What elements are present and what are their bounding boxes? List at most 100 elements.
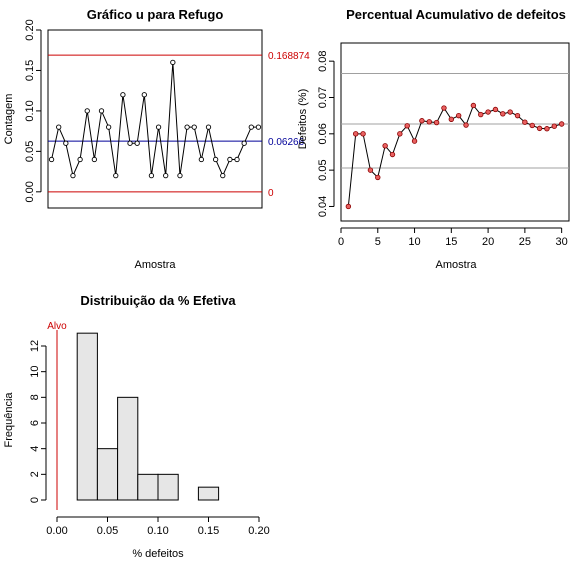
histogram-x-axis: 0.00 0.05 0.10 0.15 0.20	[46, 516, 270, 537]
cumulative-y-tick-label: 0.07	[317, 87, 329, 108]
u-chart-point	[120, 92, 126, 98]
u-chart-y-tick-label: 0.20	[24, 19, 36, 40]
cumulative-point	[448, 116, 455, 122]
cumulative-point	[419, 118, 425, 124]
u-chart-control-labels: 0.168874 0.06266 0	[268, 51, 310, 199]
u-chart-control-label: 0	[268, 188, 274, 199]
cumulative-x-tick-label: 15	[445, 236, 457, 248]
histogram-x-tick-label: 0.20	[248, 525, 269, 537]
u-chart-point	[163, 172, 169, 179]
u-chart-line	[51, 62, 259, 178]
cumulative-y-tick-label: 0.05	[317, 159, 329, 180]
histogram-y-tick-label: 2	[29, 471, 41, 477]
cumulative-chart-title: Percentual Acumulativo de defeitos	[346, 7, 566, 22]
histogram-bar	[96, 448, 119, 501]
cumulative-y-tick-label: 0.04	[317, 196, 329, 217]
cumulative-point	[529, 122, 535, 129]
cumulative-point	[367, 167, 374, 173]
u-chart-y-label: Contagem	[3, 94, 15, 145]
cumulative-point	[404, 123, 410, 129]
u-chart-point	[191, 124, 197, 130]
u-chart-point	[234, 156, 240, 163]
u-chart-point	[105, 124, 112, 130]
u-chart-point	[220, 172, 226, 179]
cumulative-chart-x-label: Amostra	[436, 259, 478, 271]
u-chart-point	[227, 156, 233, 163]
cumulative-point	[382, 143, 388, 149]
histogram-x-tick-label: 0.15	[198, 525, 219, 537]
histogram-y-tick-label: 0	[29, 497, 41, 503]
u-chart-series	[48, 59, 262, 179]
cumulative-point	[492, 106, 499, 113]
cumulative-chart: Percentual Acumulativo de defeitos 0 5 10 1…	[297, 7, 570, 271]
histogram-bar	[157, 473, 179, 501]
cumulative-point	[389, 151, 396, 158]
cumulative-point	[397, 131, 403, 137]
histogram-chart: Distribuição da % Efetiva Alvo 0.00 0.05 0…	[3, 293, 270, 560]
histogram-x-tick-label: 0.05	[97, 525, 118, 537]
cumulative-chart-x-axis: 0 5 10 15 20 25 30	[338, 227, 568, 248]
cumulative-chart-series	[345, 102, 565, 210]
u-chart-point	[141, 92, 147, 98]
cumulative-point	[478, 111, 484, 118]
histogram-target: Alvo	[47, 321, 67, 510]
cumulative-x-tick-label: 0	[338, 236, 344, 248]
u-chart-point	[63, 140, 69, 146]
histogram-y-tick-label: 10	[29, 366, 41, 378]
u-chart-point	[248, 124, 254, 130]
cumulative-x-tick-label: 30	[556, 236, 568, 248]
cumulative-x-tick-label: 5	[375, 236, 381, 248]
histogram-x-tick-label: 0.00	[46, 525, 67, 537]
cumulative-y-tick-label: 0.08	[317, 50, 329, 71]
cumulative-point	[514, 112, 521, 119]
u-chart-point	[84, 108, 90, 114]
cumulative-point	[353, 131, 359, 137]
cumulative-point	[375, 174, 381, 181]
cumulative-point	[411, 138, 418, 144]
cumulative-chart-y-label: Defeitos (%)	[297, 89, 309, 150]
histogram-bar	[137, 473, 159, 501]
u-chart-point	[155, 124, 162, 130]
u-chart-point	[198, 156, 205, 163]
cumulative-point	[360, 131, 366, 137]
u-chart-x-label: Amostra	[135, 259, 177, 271]
u-chart-point	[205, 124, 212, 130]
u-chart-point	[98, 108, 105, 114]
histogram-x-label: % defeitos	[132, 548, 184, 560]
histogram-x-tick-label: 0.10	[147, 525, 168, 537]
u-chart-point	[91, 156, 98, 163]
u-chart-point	[56, 124, 62, 130]
u-chart-point	[255, 124, 262, 130]
histogram-y-label: Frequência	[3, 392, 15, 448]
cumulative-x-tick-label: 25	[519, 236, 531, 248]
cumulative-chart-plot-frame	[340, 42, 570, 222]
u-chart-plot-frame	[47, 29, 263, 209]
u-chart-y-tick-label: 0.10	[24, 100, 36, 121]
histogram-y-tick-label: 12	[29, 340, 41, 352]
cumulative-point	[433, 119, 440, 126]
u-chart-y-tick-label: 0.00	[24, 181, 36, 202]
cumulative-point	[463, 122, 469, 128]
u-chart-control-label: 0.06266	[268, 137, 305, 148]
histogram-y-tick-label: 6	[29, 420, 41, 426]
cumulative-point	[558, 121, 565, 127]
cumulative-chart-reference-lines	[341, 73, 569, 169]
cumulative-x-tick-label: 10	[408, 236, 420, 248]
histogram-target-label: Alvo	[47, 321, 67, 332]
cumulative-point	[455, 112, 462, 119]
u-chart-control-lines	[48, 54, 262, 193]
cumulative-point	[536, 125, 543, 132]
cumulative-chart-y-axis: 0.04 0.05 0.06 0.07 0.08	[317, 50, 335, 217]
u-chart-point	[177, 172, 183, 179]
cumulative-point	[485, 109, 491, 115]
u-chart-title: Gráfico u para Refugo	[87, 7, 224, 22]
u-chart-point	[127, 140, 133, 146]
u-chart-point	[212, 156, 219, 163]
u-chart-point	[170, 59, 176, 66]
u-chart-point	[77, 156, 83, 163]
cumulative-y-tick-label: 0.06	[317, 123, 329, 144]
cumulative-x-tick-label: 20	[482, 236, 494, 248]
cumulative-line	[347, 104, 562, 207]
u-chart-y-axis: 0.00 0.05 0.10 0.15 0.20	[24, 19, 42, 203]
u-chart-point	[70, 172, 76, 179]
